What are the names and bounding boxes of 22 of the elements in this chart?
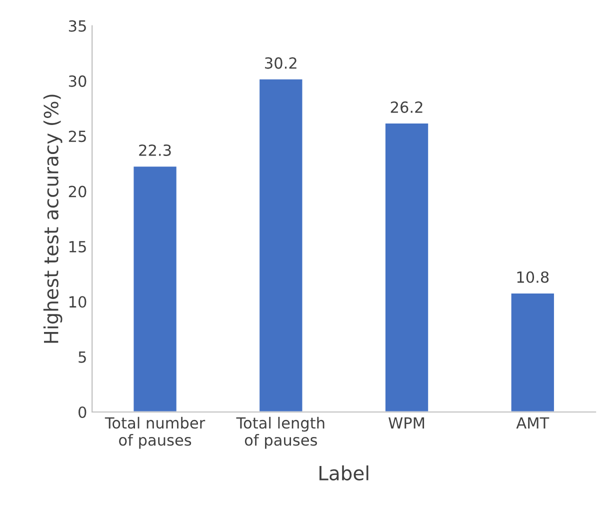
x-tick-label: Total length of pauses [236, 416, 324, 449]
x-tick-label: WPM [388, 417, 424, 428]
y-tick-label: 5 [78, 351, 86, 363]
x-axis-title: Label [320, 465, 368, 480]
y-tick-label: 0 [78, 406, 86, 418]
y-tick-label: 30 [68, 75, 86, 87]
y-tick-label: 20 [68, 186, 86, 198]
data-label: 30.2 [265, 57, 296, 69]
y-tick-label: 35 [68, 20, 86, 32]
bar [132, 165, 178, 412]
y-tick-label: 15 [69, 241, 86, 252]
y-tick-label: 25 [68, 130, 86, 142]
data-label: 26.2 [390, 101, 422, 113]
data-label: 22.3 [139, 144, 171, 156]
bar [258, 78, 304, 412]
bar [384, 122, 430, 412]
bar [510, 292, 556, 412]
data-label: 10.8 [517, 271, 549, 283]
y-axis-title: Highest test accuracy (%) [43, 94, 62, 343]
x-tick-label: AMT [516, 417, 550, 428]
x-tick-label: Total number of pauses [104, 416, 206, 449]
y-tick-label: 10 [69, 296, 86, 308]
